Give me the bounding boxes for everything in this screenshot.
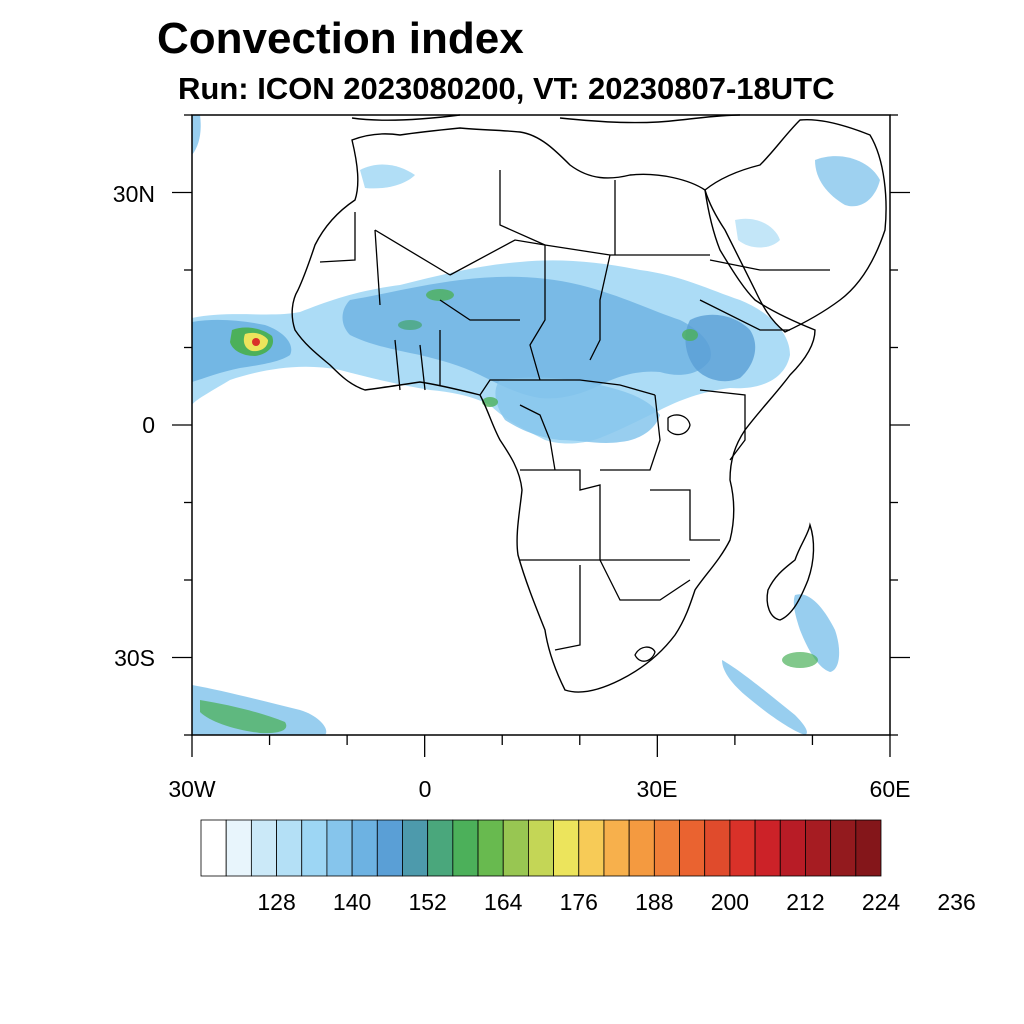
madagascar-coastline: [766, 522, 815, 621]
lon-label-60e: 60E: [869, 776, 911, 802]
colorbar-swatch: [578, 819, 605, 877]
lat-label-30s: 30S: [114, 645, 155, 671]
convection-field: [192, 115, 880, 735]
border-line: [529, 245, 546, 381]
lon-label-30e: 30E: [636, 776, 678, 802]
colorbar-swatch: [351, 819, 378, 877]
arabia-coastline: [704, 118, 887, 333]
colorbar-swatch: [653, 819, 680, 877]
colorbar-swatch: [452, 819, 479, 877]
border-line: [519, 404, 556, 471]
border-line: [374, 229, 451, 306]
colorbar-swatch: [855, 819, 882, 877]
colorbar-swatch: [628, 819, 655, 877]
colorbar-swatch: [477, 819, 504, 877]
lon-label-30w: 30W: [168, 776, 216, 802]
colorbar-tick-label: 140: [332, 889, 372, 915]
border-line: [479, 379, 656, 396]
border-line: [319, 212, 356, 263]
lon-label-0: 0: [418, 776, 432, 802]
colorbar-tick-label: 164: [484, 889, 523, 915]
colorbar-swatch: [250, 819, 277, 877]
green-cell: [426, 289, 454, 301]
madagascar-green-cell: [782, 652, 818, 668]
colorbar-tick-label: 224: [861, 889, 901, 915]
border-line: [699, 389, 746, 461]
colorbar-swatch: [603, 819, 630, 877]
atlantic-red-core: [252, 338, 260, 346]
arabia-patch: [815, 156, 880, 207]
border-line: [600, 394, 661, 471]
colorbar-swatch: [729, 819, 756, 877]
colorbar-swatch: [679, 819, 706, 877]
colorbar-swatch: [276, 819, 303, 877]
africa-coastline: [291, 127, 816, 693]
north-africa-patch: [360, 164, 415, 189]
ethiopia-blue: [685, 314, 756, 382]
colorbar-tick-label: 236: [937, 889, 976, 915]
border-line: [589, 254, 611, 361]
lesotho-border: [634, 646, 656, 662]
border-line: [439, 299, 520, 321]
border-line: [554, 565, 581, 651]
border-line: [499, 170, 546, 246]
colorbar-tick-label: 200: [710, 889, 750, 915]
colorbar-swatch: [376, 819, 403, 877]
arabia-patch-2: [735, 218, 780, 248]
southwest-green: [200, 700, 287, 734]
border-line: [394, 330, 441, 391]
border-line: [650, 489, 720, 541]
colorbar-swatch: [200, 819, 227, 877]
colorbar-swatch: [528, 819, 554, 877]
colorbar-swatch: [301, 819, 328, 877]
colorbar-swatch: [427, 819, 454, 877]
green-cell: [398, 320, 422, 330]
axis-ticks: [172, 114, 910, 757]
colorbar-swatch: [830, 819, 857, 877]
green-cell: [682, 329, 698, 341]
border-line: [699, 299, 790, 331]
lat-label-equator: 0: [142, 412, 155, 438]
colorbar-swatch: [805, 819, 832, 877]
colorbar-tick-label: 152: [408, 889, 447, 915]
southeast-band: [722, 660, 807, 735]
colorbar-tick-label: 128: [257, 889, 296, 915]
green-cell: [482, 397, 498, 407]
colorbar-swatch: [779, 819, 806, 877]
coastlines: [291, 114, 887, 693]
lat-label-30n: 30N: [112, 181, 155, 207]
madagascar-east-band: [793, 594, 840, 672]
border-line: [709, 259, 830, 271]
colorbar-swatch: [704, 819, 731, 877]
country-borders: [319, 170, 830, 662]
mediterranean-coastline: [351, 114, 741, 124]
lake-victoria: [667, 414, 691, 436]
sahel-core-blue: [342, 276, 711, 399]
colorbar-swatch: [502, 819, 529, 877]
colorbar-swatch: [326, 819, 353, 877]
northwest-corner-cell: [192, 115, 201, 155]
colorbar-tick-label: 176: [559, 889, 598, 915]
border-line: [520, 469, 601, 560]
colorbar-swatch: [754, 819, 781, 877]
page-title: Convection index: [157, 14, 524, 63]
run-valid-time-subtitle: Run: ICON 2023080200, VT: 20230807-18UTC: [178, 71, 835, 106]
colorbar-swatch: [553, 819, 580, 877]
colorbar-swatch: [402, 819, 429, 877]
colorbar-swatch: [225, 819, 252, 877]
border-line: [599, 559, 691, 601]
colorbar-tick-label: 212: [786, 889, 825, 915]
colorbar-tick-label: 188: [635, 889, 674, 915]
colorbar: [200, 819, 882, 877]
central-africa-blue: [495, 377, 660, 443]
